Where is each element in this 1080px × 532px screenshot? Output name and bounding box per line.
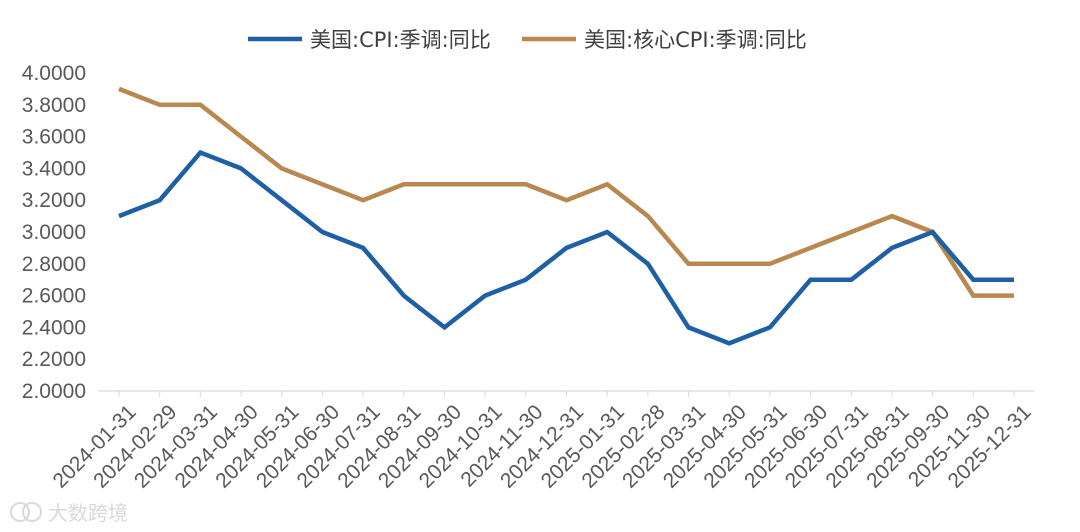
- y-tick-label: 2.2000: [22, 348, 86, 371]
- y-tick-label: 3.2000: [22, 189, 86, 212]
- series-layer: [118, 86, 1014, 346]
- legend: 美国:CPI:季调:同比 美国:核心CPI:季调:同比: [248, 28, 807, 52]
- series-line-0: [118, 149, 1014, 346]
- y-tick-label: 3.8000: [22, 94, 86, 117]
- watermark: 大数跨境: [10, 501, 128, 525]
- y-tick-label: 3.0000: [22, 221, 86, 244]
- x-axis: 2024-01-312024-02-292024-03-312024-04-30…: [49, 390, 1036, 493]
- y-tick-label: 3.4000: [22, 157, 86, 180]
- y-tick-label: 4.0000: [22, 62, 86, 85]
- series-line-1: [118, 86, 1014, 298]
- legend-label-1: 美国:核心CPI:季调:同比: [584, 28, 807, 52]
- y-tick-label: 2.4000: [22, 316, 86, 339]
- y-tick-label: 3.6000: [22, 126, 86, 149]
- y-axis: 2.0000 2.2000 2.4000 2.6000 2.8000 3.0000 3.20…: [22, 62, 86, 403]
- y-tick-label: 2.6000: [22, 285, 86, 308]
- watermark-text: 大数跨境: [48, 501, 128, 525]
- logo-mark-icon: [10, 502, 42, 522]
- legend-label-0: 美国:CPI:季调:同比: [310, 28, 491, 52]
- y-tick-label: 2.8000: [22, 253, 86, 276]
- y-tick-label: 2.0000: [22, 380, 86, 403]
